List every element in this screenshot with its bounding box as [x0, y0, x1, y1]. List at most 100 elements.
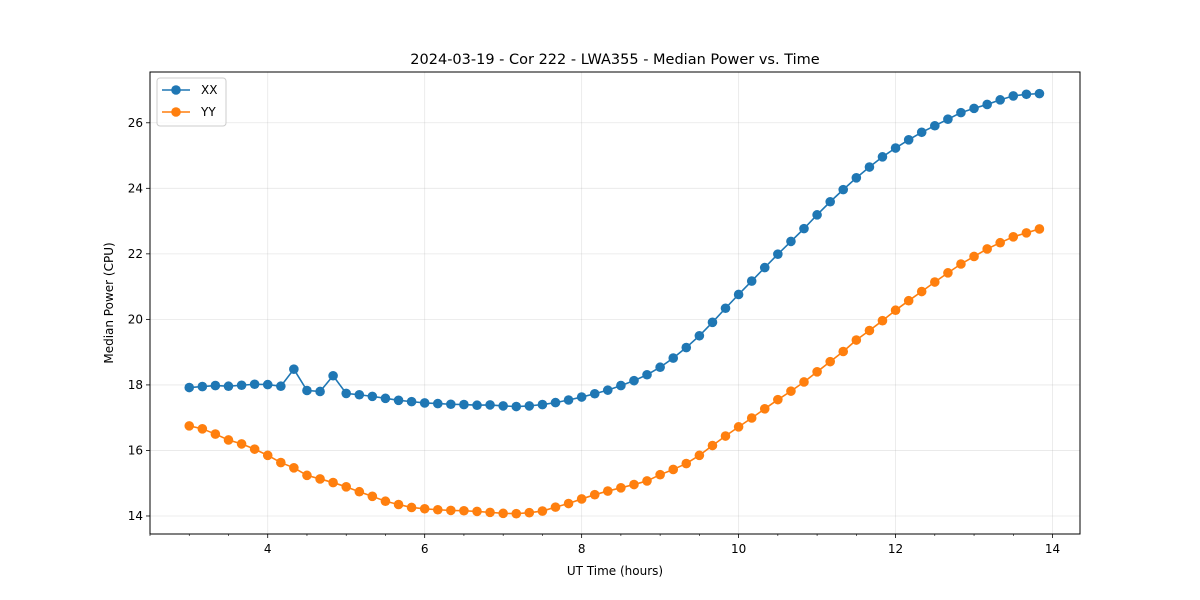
data-point-xx: [184, 382, 195, 393]
data-point-yy: [1021, 228, 1032, 238]
data-point-xx: [446, 399, 456, 410]
data-point-yy: [276, 457, 286, 468]
data-point-xx: [576, 392, 587, 402]
data-point-yy: [786, 386, 796, 396]
data-point-yy: [812, 367, 822, 377]
data-point-xx: [642, 369, 652, 380]
data-point-yy: [720, 431, 731, 441]
legend-marker-xx: [171, 85, 181, 95]
data-point-yy: [956, 259, 966, 269]
data-point-xx: [249, 379, 260, 390]
data-point-xx: [838, 184, 849, 195]
legend: XX YY: [156, 77, 227, 127]
data-point-xx: [851, 173, 862, 183]
data-point-yy: [472, 506, 482, 517]
data-point-xx: [903, 135, 914, 145]
data-point-xx: [707, 317, 718, 328]
data-point-xx: [563, 395, 574, 405]
data-point-xx: [629, 375, 639, 386]
data-point-xx: [393, 395, 404, 406]
data-point-xx: [956, 107, 966, 118]
series-yy: [184, 224, 1045, 519]
data-point-xx: [406, 396, 417, 407]
data-point-xx: [694, 330, 705, 341]
data-point-xx: [825, 196, 835, 207]
data-point-xx: [419, 398, 430, 408]
data-point-xx: [602, 385, 613, 395]
data-point-xx: [537, 399, 548, 410]
y-tick-label: 20: [128, 312, 143, 326]
grid: [150, 72, 1080, 534]
data-point-yy: [903, 295, 914, 306]
x-tick-label: 12: [888, 542, 903, 556]
data-point-xx: [616, 380, 626, 391]
data-point-yy: [825, 356, 835, 367]
data-point-yy: [367, 491, 378, 502]
data-point-xx: [550, 397, 561, 408]
y-axis-label: Median Power (CPU): [102, 242, 116, 363]
data-point-yy: [223, 435, 234, 445]
data-point-xx: [655, 362, 665, 373]
data-point-xx: [432, 398, 443, 409]
data-point-yy: [524, 507, 535, 518]
data-point-xx: [668, 353, 679, 363]
data-point-yy: [655, 469, 665, 480]
data-point-yy: [838, 346, 849, 357]
x-tick-label: 8: [578, 542, 586, 556]
data-point-xx: [459, 399, 469, 410]
x-axis-label: UT Time (hours): [567, 564, 663, 578]
data-point-xx: [511, 401, 522, 412]
plot-series: [184, 88, 1045, 519]
data-point-xx: [289, 364, 299, 374]
data-point-xx: [930, 120, 940, 131]
data-point-xx: [681, 342, 692, 353]
y-tick-label: 22: [128, 247, 143, 261]
data-point-yy: [537, 506, 548, 516]
legend-item-yy: YY: [162, 105, 216, 119]
data-point-yy: [1034, 224, 1045, 234]
data-point-yy: [197, 424, 208, 434]
y-tick-label: 24: [128, 181, 143, 195]
plot-frame: [149, 71, 1081, 535]
data-point-xx: [380, 393, 391, 404]
data-point-xx: [210, 380, 221, 391]
data-point-yy: [459, 505, 469, 516]
data-point-yy: [249, 444, 260, 454]
data-point-yy: [890, 305, 901, 316]
data-point-yy: [733, 422, 744, 432]
data-point-yy: [930, 277, 940, 287]
y-tick-label: 26: [128, 116, 143, 130]
data-point-yy: [877, 315, 888, 326]
data-point-yy: [982, 244, 992, 254]
data-point-yy: [446, 505, 456, 516]
data-point-yy: [1008, 232, 1019, 242]
data-point-yy: [406, 502, 417, 513]
data-point-yy: [851, 335, 862, 345]
data-point-xx: [759, 262, 770, 273]
data-point-xx: [341, 388, 352, 399]
x-axis: 4 6 8 10 12 14: [149, 534, 1060, 556]
y-tick-label: 16: [128, 443, 143, 457]
data-point-yy: [550, 502, 561, 512]
data-point-xx: [799, 223, 809, 234]
data-point-xx: [864, 162, 875, 172]
data-point-xx: [262, 379, 273, 390]
data-point-yy: [995, 237, 1005, 248]
y-tick-label: 14: [128, 509, 143, 523]
data-point-yy: [511, 508, 522, 519]
legend-marker-yy: [171, 107, 181, 117]
data-point-yy: [328, 477, 338, 488]
data-point-xx: [812, 210, 822, 220]
data-point-yy: [707, 440, 718, 451]
data-point-yy: [262, 450, 273, 461]
data-point-yy: [184, 421, 195, 431]
x-tick-label: 6: [421, 542, 429, 556]
data-point-xx: [969, 103, 979, 114]
data-point-xx: [302, 385, 312, 396]
data-point-xx: [524, 401, 535, 411]
data-point-xx: [485, 400, 495, 410]
x-tick-label: 14: [1045, 542, 1060, 556]
data-point-yy: [563, 498, 574, 509]
data-point-xx: [1034, 88, 1045, 99]
